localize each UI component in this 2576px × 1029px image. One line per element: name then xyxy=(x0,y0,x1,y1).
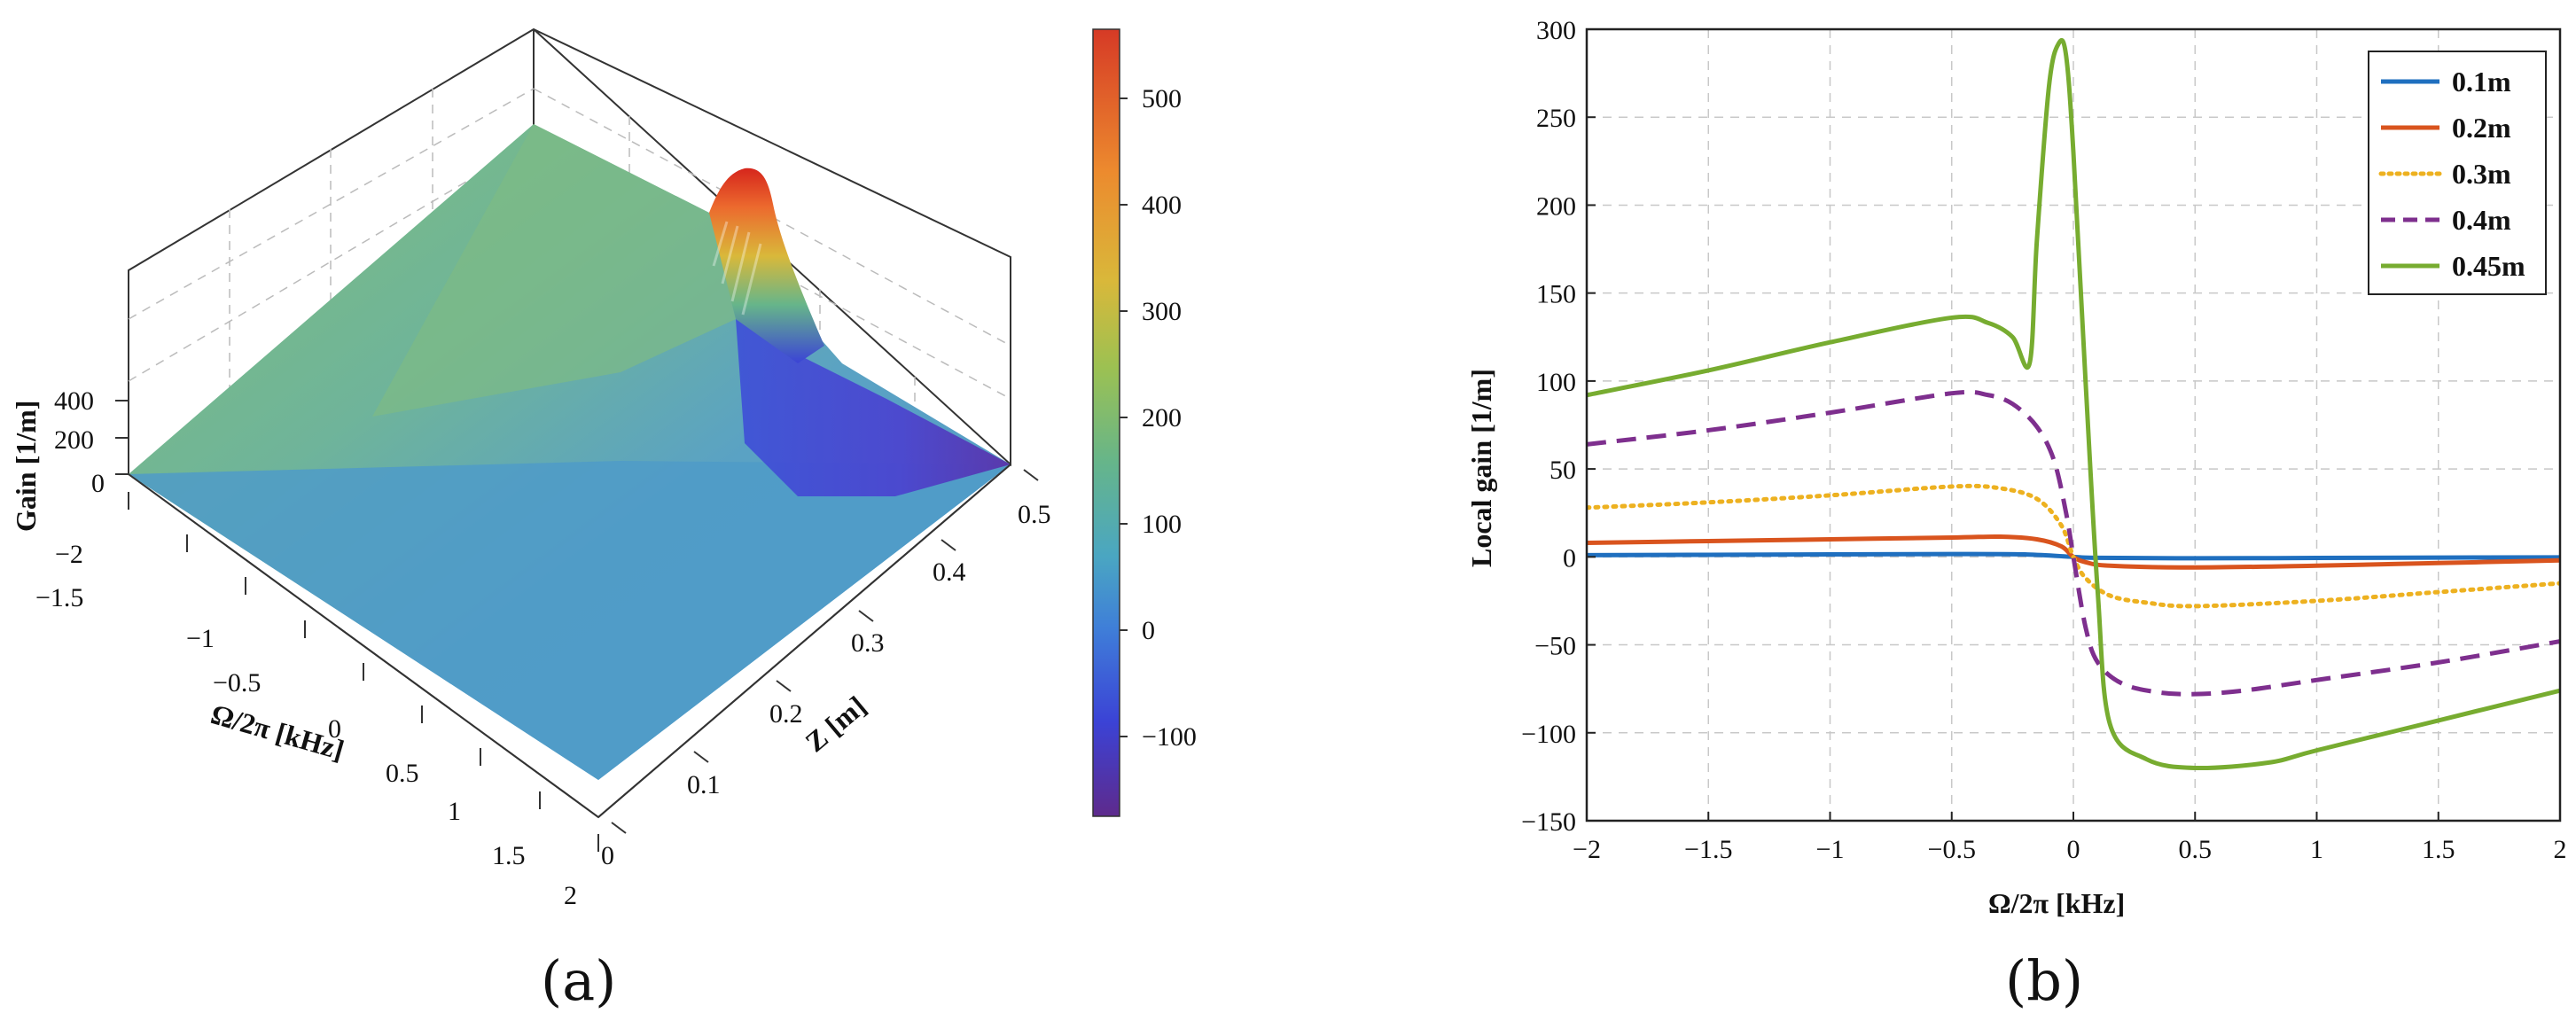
x-tick-label: −1.5 xyxy=(35,583,83,612)
x-axis-label: Ω/2π [kHz] xyxy=(1988,887,2125,919)
x-axis-ticks: −2 −1.5 −1 −0.5 0 0.5 1 1.5 2 xyxy=(1573,812,2567,864)
gain-tick-label: 400 xyxy=(54,386,94,416)
x-tick-label: 1.5 xyxy=(492,841,526,870)
z-tick-label: 0.4 xyxy=(933,557,966,587)
front-edges xyxy=(128,464,1011,818)
x-tick-label: 2 xyxy=(2554,835,2567,864)
x-tick-label: 2 xyxy=(564,881,577,910)
colorbar-tick-label: 0 xyxy=(1142,616,1155,645)
gain-axis-label: Gain [1/m] xyxy=(10,401,42,532)
legend-label: 0.1m xyxy=(2452,66,2511,97)
z-tick-label: 0 xyxy=(601,841,614,870)
x-axis-ticks xyxy=(128,492,599,852)
colorbar-tick-label: 200 xyxy=(1142,403,1182,433)
colorbar-ticks: −100 0 100 200 300 400 500 xyxy=(1120,84,1197,752)
y-tick-label: 200 xyxy=(1536,191,1576,221)
x-tick-label: −1 xyxy=(1816,835,1845,864)
gain-tick-label: 0 xyxy=(91,469,105,498)
x-tick-label: 1.5 xyxy=(2422,835,2455,864)
legend: 0.1m 0.2m 0.3m 0.4m 0.45m xyxy=(2368,51,2547,295)
x-axis-label: Ω/2π [kHz] xyxy=(207,698,347,766)
y-tick-label: 100 xyxy=(1536,368,1576,397)
y-tick-label: 150 xyxy=(1536,280,1576,309)
z-tick-label: 0.5 xyxy=(1018,500,1051,529)
colorbar-tick-label: 500 xyxy=(1142,84,1182,113)
colorbar-tick-label: 400 xyxy=(1142,191,1182,220)
z-tick-label: 0.2 xyxy=(769,699,803,729)
series-group xyxy=(1587,37,2560,771)
z-axis-ticks xyxy=(611,469,1039,834)
series-line-0.2m xyxy=(1587,534,2560,570)
x-tick-label: −2 xyxy=(1573,835,1601,864)
colorbar-tick-label: 300 xyxy=(1142,297,1182,326)
surface-negative-valley xyxy=(736,319,1011,496)
surface-peak xyxy=(709,168,824,363)
x-tick-label: 1 xyxy=(2310,835,2323,864)
legend-label: 0.45m xyxy=(2452,250,2525,282)
y-axis-ticks: −150 −100 −50 0 50 100 150 200 250 300 xyxy=(1521,16,1596,837)
y-axis-label: Local gain [1/m] xyxy=(1465,369,1497,567)
x-tick-label: 1 xyxy=(448,797,461,826)
x-tick-label: 0.5 xyxy=(2179,835,2213,864)
series-line-0.45m xyxy=(1587,37,2560,771)
x-tick-label: 0 xyxy=(328,714,341,744)
surface-flat-front xyxy=(129,461,1011,780)
z-tick-label: 0.1 xyxy=(687,770,721,799)
legend-label: 0.3m xyxy=(2452,158,2511,190)
y-tick-label: 50 xyxy=(1550,456,1576,485)
x-tick-label: −1 xyxy=(186,624,215,653)
surface-peak-ripples xyxy=(712,221,762,316)
y-tick-label: −100 xyxy=(1521,720,1576,749)
x-tick-label: 0 xyxy=(2067,835,2080,864)
panel-b-label: (b) xyxy=(2005,948,2083,1013)
colorbar-tick-label: −100 xyxy=(1142,722,1197,752)
gain-tick-label: 200 xyxy=(54,425,94,455)
x-tick-label: −2 xyxy=(55,540,83,569)
colorbar: −100 0 100 200 300 400 500 xyxy=(1092,28,1197,817)
panel-b-line-chart: −2 −1.5 −1 −0.5 0 0.5 1 1.5 2 −150 −100 −50 0 50 100 1… xyxy=(1465,16,2567,1013)
x-tick-label: −0.5 xyxy=(1928,835,1976,864)
surface-green-ridge xyxy=(372,124,736,417)
y-tick-label: 0 xyxy=(1563,543,1576,573)
x-tick-label: −1.5 xyxy=(1684,835,1732,864)
gain-surface xyxy=(129,124,1011,780)
series-line-0.3m xyxy=(1587,483,2560,609)
z-axis-label: Z [m] xyxy=(799,690,871,758)
y-tick-label: 300 xyxy=(1536,16,1576,45)
legend-label: 0.2m xyxy=(2452,112,2511,144)
gain-axis-ticks xyxy=(115,400,129,475)
z-axis-ticklabels: 0 0.1 0.2 0.3 0.4 0.5 xyxy=(601,500,1051,870)
panel-a-3d-surface: −2 −1.5 −1 −0.5 0 0.5 1 1.5 2 Ω/2π [kHz]… xyxy=(10,27,1197,1013)
gain-axis-ticklabels: 0 200 400 xyxy=(54,386,105,498)
x-tick-label: −0.5 xyxy=(213,668,261,698)
y-tick-label: 250 xyxy=(1536,104,1576,133)
x-tick-label: 0.5 xyxy=(386,759,419,788)
series-line-0.4m xyxy=(1587,389,2560,697)
legend-label: 0.4m xyxy=(2452,204,2511,236)
z-tick-label: 0.3 xyxy=(851,628,885,658)
y-tick-label: −50 xyxy=(1534,632,1576,661)
panel-a-label: (a) xyxy=(541,948,616,1013)
colorbar-tick-label: 100 xyxy=(1142,510,1182,539)
x-axis-ticklabels: −2 −1.5 −1 −0.5 0 0.5 1 1.5 2 xyxy=(35,540,577,910)
colorbar-gradient xyxy=(1092,28,1120,817)
y-tick-label: −150 xyxy=(1521,807,1576,837)
